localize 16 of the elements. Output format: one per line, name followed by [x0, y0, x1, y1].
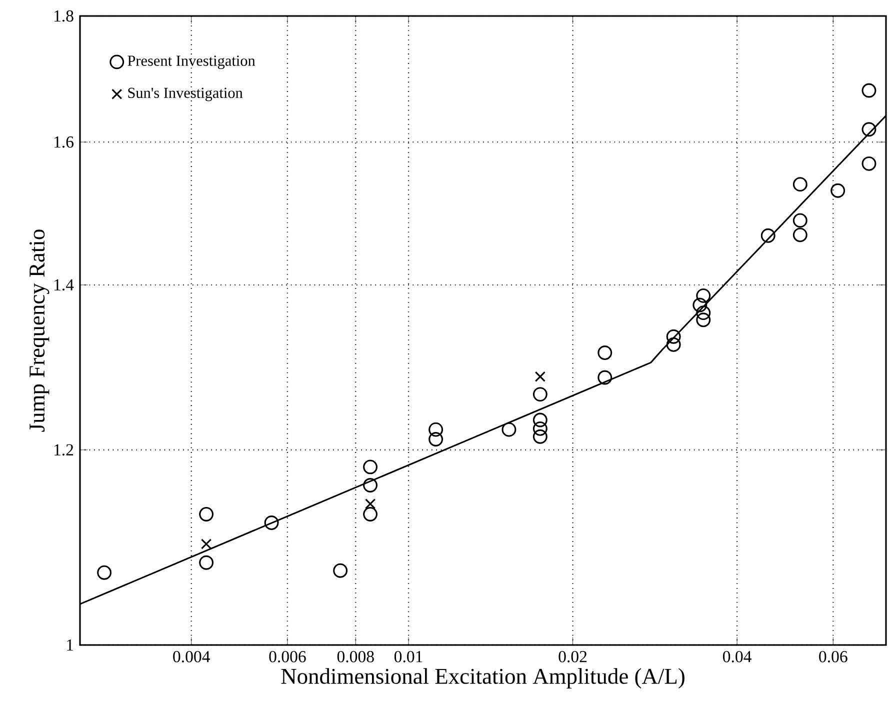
y-tick-label: 1.8 [54, 10, 74, 22]
x-tick-label: 0.01 [394, 650, 422, 662]
x-axis-title: Nondimensional Excitation Amplitude (A/L) [281, 668, 684, 688]
y-tick-label: 1.6 [54, 136, 74, 148]
y-axis-title: Jump Frequency Ratio [30, 230, 50, 432]
x-tick-label: 0.04 [723, 650, 752, 662]
x-tick-label: 0.008 [337, 650, 374, 662]
x-tick-label: 0.004 [173, 650, 210, 662]
x-tick-label: 0.006 [269, 650, 306, 662]
legend-label: Present Investigation [128, 56, 256, 70]
x-tick-label: 0.02 [558, 650, 587, 662]
x-tick-label: 0.06 [819, 650, 848, 662]
y-tick-label: 1.2 [54, 444, 74, 456]
y-tick-label: 1 [67, 639, 73, 651]
y-tick-label: 1.4 [54, 279, 74, 291]
legend-label: Sun's Investigation [128, 88, 243, 102]
